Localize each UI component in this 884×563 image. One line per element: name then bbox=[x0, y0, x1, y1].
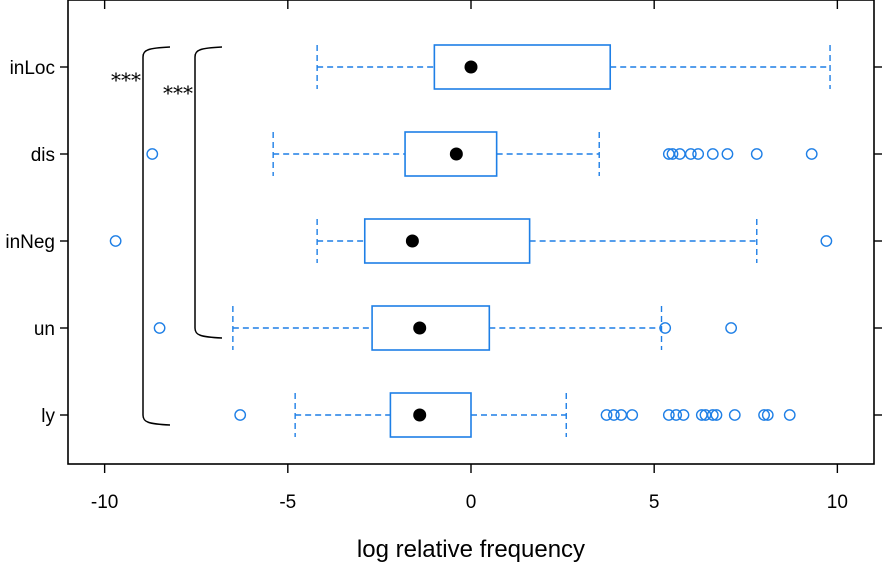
outlier-point bbox=[721, 148, 734, 160]
median-dot bbox=[413, 408, 427, 422]
outlier-point bbox=[692, 148, 705, 160]
x-tick-label: 0 bbox=[466, 492, 477, 513]
outlier-point bbox=[659, 322, 672, 334]
outlier-point bbox=[662, 409, 675, 421]
box-iqr bbox=[433, 44, 612, 90]
outlier-point bbox=[673, 148, 686, 160]
outlier-point bbox=[728, 409, 741, 421]
outlier-point bbox=[706, 409, 719, 421]
box-ly bbox=[234, 392, 796, 438]
outlier-point bbox=[761, 409, 774, 421]
outlier-point bbox=[109, 235, 122, 247]
significance-bracket bbox=[142, 46, 171, 426]
outlier-point bbox=[725, 322, 738, 334]
outlier-point bbox=[805, 148, 818, 160]
x-axis-label: log relative frequency bbox=[357, 536, 585, 563]
box-iqr bbox=[363, 218, 531, 264]
significance-label: *** bbox=[163, 81, 193, 105]
outlier-point bbox=[234, 409, 247, 421]
x-tick-label: 5 bbox=[649, 492, 660, 513]
median-dot bbox=[405, 234, 419, 248]
x-tick-label: 10 bbox=[827, 492, 848, 513]
significance-bracket bbox=[194, 46, 223, 339]
outlier-point bbox=[607, 409, 620, 421]
outlier-point bbox=[750, 148, 763, 160]
outlier-point bbox=[820, 235, 833, 247]
outlier-point bbox=[153, 322, 166, 334]
y-tick-label: un bbox=[34, 319, 55, 340]
significance-label: *** bbox=[111, 68, 141, 92]
box-inLoc bbox=[316, 44, 831, 90]
outlier-point bbox=[626, 409, 639, 421]
outlier-point bbox=[677, 409, 690, 421]
significance-brackets: *** *** bbox=[111, 46, 223, 426]
box-inNeg bbox=[109, 218, 833, 264]
box-dis bbox=[146, 131, 818, 177]
outlier-point bbox=[783, 409, 796, 421]
y-tick-label: inLoc bbox=[10, 58, 55, 79]
y-axis: inLoc dis inNeg un ly bbox=[5, 58, 882, 427]
outlier-point bbox=[670, 409, 683, 421]
box-iqr bbox=[371, 305, 491, 351]
outlier-point bbox=[710, 409, 723, 421]
x-axis: -10 -5 0 5 10 bbox=[91, 0, 848, 513]
median-dot bbox=[449, 147, 463, 161]
outlier-point bbox=[615, 409, 628, 421]
outlier-point bbox=[758, 409, 770, 421]
outlier-point bbox=[146, 148, 159, 160]
box-iqr bbox=[389, 392, 472, 438]
boxes bbox=[109, 44, 833, 438]
y-tick-label: ly bbox=[41, 406, 55, 427]
median-dot bbox=[413, 321, 427, 335]
median-dot bbox=[464, 60, 478, 74]
outlier-point bbox=[706, 148, 719, 160]
outlier-point bbox=[684, 148, 697, 160]
y-tick-label: inNeg bbox=[5, 232, 55, 253]
box-un bbox=[153, 305, 738, 351]
outlier-point bbox=[666, 148, 679, 160]
y-tick-label: dis bbox=[31, 145, 55, 166]
x-tick-label: -5 bbox=[279, 492, 296, 513]
x-tick-label: -10 bbox=[91, 492, 118, 513]
outlier-point bbox=[600, 409, 613, 421]
